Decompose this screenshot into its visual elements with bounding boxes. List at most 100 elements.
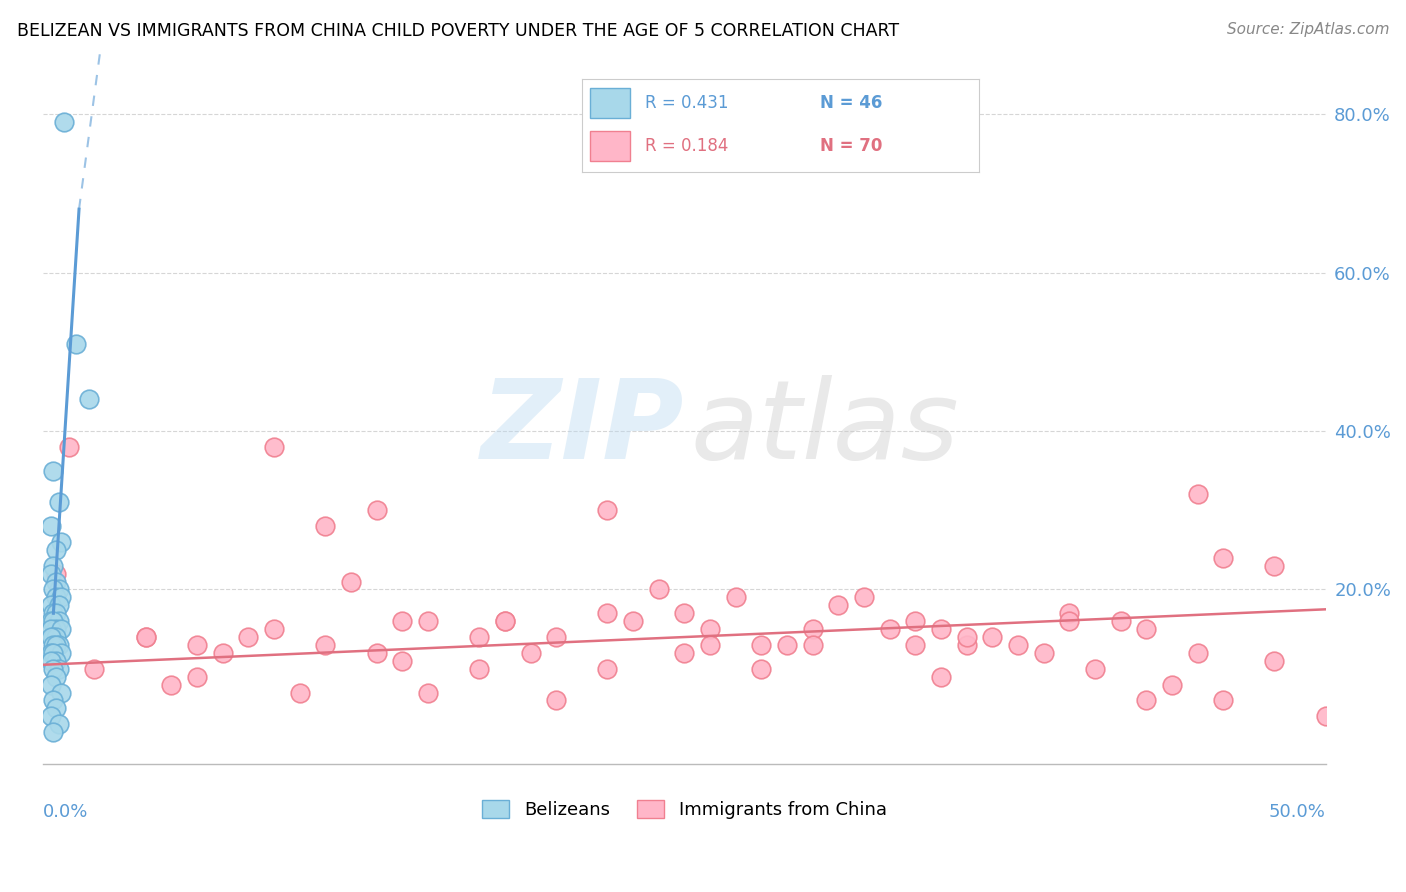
Point [160, 677, 183, 691]
Point [49, 622, 72, 636]
Text: ZIP: ZIP [481, 376, 685, 483]
Point [1212, 550, 1234, 565]
Point [1032, 646, 1054, 660]
Point [39, 654, 62, 668]
Point [135, 630, 157, 644]
Point [546, 630, 568, 644]
Point [468, 662, 491, 676]
Point [673, 646, 696, 660]
Point [42, 638, 65, 652]
Point [48, 495, 70, 509]
Point [904, 614, 927, 628]
Point [58, 440, 80, 454]
Point [1135, 693, 1157, 707]
Point [751, 638, 773, 652]
Point [1263, 558, 1285, 573]
Point [45, 622, 67, 636]
Point [904, 638, 927, 652]
Point [981, 630, 1004, 644]
Point [238, 630, 260, 644]
Point [42, 582, 65, 597]
Point [416, 614, 439, 628]
Point [494, 614, 516, 628]
Point [39, 622, 62, 636]
Point [1057, 607, 1080, 621]
Point [1084, 662, 1107, 676]
Point [673, 607, 696, 621]
Point [39, 519, 62, 533]
Point [366, 646, 388, 660]
Point [263, 622, 285, 636]
Point [45, 701, 67, 715]
Point [45, 566, 67, 581]
Text: atlas: atlas [690, 376, 959, 483]
Point [42, 614, 65, 628]
Point [596, 503, 619, 517]
Point [48, 638, 70, 652]
Point [52, 115, 75, 129]
Point [391, 654, 413, 668]
Point [314, 519, 336, 533]
Text: Source: ZipAtlas.com: Source: ZipAtlas.com [1226, 22, 1389, 37]
Point [648, 582, 671, 597]
Point [1187, 487, 1209, 501]
Point [45, 670, 67, 684]
Point [48, 582, 70, 597]
Point [827, 599, 849, 613]
Text: BELIZEAN VS IMMIGRANTS FROM CHINA CHILD POVERTY UNDER THE AGE OF 5 CORRELATION C: BELIZEAN VS IMMIGRANTS FROM CHINA CHILD … [17, 22, 898, 40]
Point [39, 709, 62, 723]
Point [42, 630, 65, 644]
Point [65, 336, 87, 351]
Point [135, 630, 157, 644]
Point [596, 662, 619, 676]
Point [366, 503, 388, 517]
Point [83, 662, 105, 676]
Point [621, 614, 644, 628]
Point [1109, 614, 1132, 628]
Point [340, 574, 363, 589]
Point [39, 646, 62, 660]
Point [45, 654, 67, 668]
Point [288, 685, 311, 699]
Point [596, 607, 619, 621]
Point [314, 638, 336, 652]
Point [48, 662, 70, 676]
Point [929, 670, 952, 684]
Point [45, 630, 67, 644]
Point [45, 638, 67, 652]
Point [48, 717, 70, 731]
Point [546, 693, 568, 707]
Point [1315, 709, 1337, 723]
Legend: Belizeans, Immigrants from China: Belizeans, Immigrants from China [475, 792, 894, 826]
Point [186, 638, 208, 652]
Point [45, 574, 67, 589]
Point [39, 599, 62, 613]
Point [42, 464, 65, 478]
Point [42, 646, 65, 660]
Point [956, 630, 979, 644]
Point [42, 662, 65, 676]
Point [263, 440, 285, 454]
Point [1057, 614, 1080, 628]
Point [494, 614, 516, 628]
Point [42, 725, 65, 739]
Point [39, 566, 62, 581]
Point [186, 670, 208, 684]
Point [49, 591, 72, 605]
Point [776, 638, 799, 652]
Text: 0.0%: 0.0% [44, 803, 89, 821]
Point [724, 591, 747, 605]
Point [1263, 654, 1285, 668]
Point [42, 558, 65, 573]
Point [519, 646, 541, 660]
Point [1187, 646, 1209, 660]
Point [879, 622, 901, 636]
Point [39, 614, 62, 628]
Point [45, 591, 67, 605]
Point [391, 614, 413, 628]
Point [39, 630, 62, 644]
Point [49, 646, 72, 660]
Point [42, 693, 65, 707]
Point [49, 685, 72, 699]
Point [801, 622, 824, 636]
